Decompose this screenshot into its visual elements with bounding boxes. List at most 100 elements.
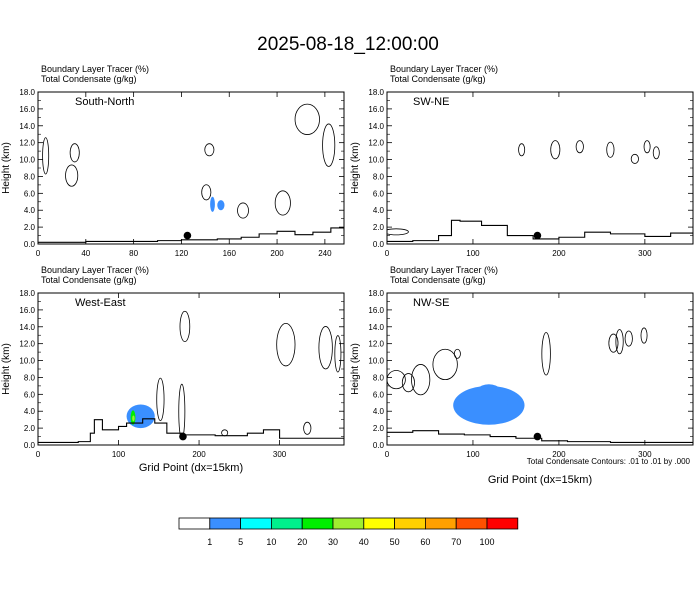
- y-tick-label: 8.0: [373, 373, 385, 382]
- condensate-contour: [606, 141, 615, 158]
- colorbar-swatch: [424, 517, 457, 530]
- x-tick-label: 120: [175, 249, 189, 258]
- y-tick-label: 12.0: [19, 139, 35, 148]
- condensate-contour: [334, 335, 342, 373]
- x-tick-label: 200: [552, 249, 566, 258]
- panel-header-line: Boundary Layer Tracer (%): [390, 265, 498, 275]
- colorbar-label: 70: [451, 537, 461, 547]
- panel-header-line: Boundary Layer Tracer (%): [390, 64, 498, 74]
- condensate-contour: [575, 140, 584, 154]
- tracer-fill: [217, 200, 225, 211]
- condensate-contour: [237, 202, 249, 219]
- x-tick-label: 100: [466, 249, 480, 258]
- condensate-contour: [615, 329, 624, 355]
- y-tick-label: 12.0: [368, 340, 384, 349]
- x-tick-label: 0: [36, 249, 41, 258]
- x-tick-label: 0: [36, 450, 41, 459]
- y-tick-label: 4.0: [24, 206, 36, 215]
- y-tick-label: 14.0: [368, 323, 384, 332]
- colorbar-label: 50: [390, 537, 400, 547]
- panel-header-line: Boundary Layer Tracer (%): [41, 265, 149, 275]
- y-tick-label: 14.0: [19, 122, 35, 131]
- condensate-contour: [640, 327, 648, 344]
- tracer-fill: [132, 415, 135, 422]
- colorbar-swatch: [270, 517, 303, 530]
- x-tick-label: 300: [638, 450, 652, 459]
- colorbar-label: 1: [207, 537, 212, 547]
- y-tick-label: 0.0: [373, 441, 385, 450]
- x-tick-label: 80: [129, 249, 138, 258]
- x-tick-label: 200: [270, 249, 284, 258]
- y-tick-label: 16.0: [368, 105, 384, 114]
- y-tick-label: 10.0: [19, 156, 35, 165]
- condensate-contour: [221, 429, 229, 437]
- colorbar-label: 60: [420, 537, 430, 547]
- plot-area: [38, 103, 344, 243]
- condensate-contour: [624, 330, 633, 347]
- panel-label: SW-NE: [413, 96, 449, 108]
- x-tick-label: 300: [638, 249, 652, 258]
- condensate-contour: [518, 143, 526, 157]
- condensate-contour: [387, 228, 409, 236]
- colorbar: 1 5 10 20 30 40 50 60 70 100: [178, 517, 519, 547]
- condensate-contour: [294, 103, 320, 135]
- y-tick-label: 10.0: [19, 357, 35, 366]
- condensate-contour: [541, 332, 551, 376]
- condensate-contour: [276, 322, 296, 367]
- y-tick-label: 8.0: [24, 373, 36, 382]
- colorbar-label: 10: [266, 537, 276, 547]
- condensate-contour: [411, 364, 431, 396]
- tracer-fill: [470, 384, 508, 424]
- condensate-contour: [318, 326, 333, 370]
- y-tick-label: 16.0: [19, 306, 35, 315]
- colorbar-label: 5: [238, 537, 243, 547]
- y-tick-label: 0.0: [373, 240, 385, 249]
- x-axis-label: Grid Point (dx=15km): [139, 462, 243, 474]
- plot-area: [387, 327, 693, 444]
- colorbar-label: 20: [297, 537, 307, 547]
- y-tick-label: 4.0: [24, 407, 36, 416]
- colorbar-label: 30: [328, 537, 338, 547]
- y-tick-label: 16.0: [19, 105, 35, 114]
- location-marker: [533, 432, 542, 441]
- panel-header-line: Boundary Layer Tracer (%): [41, 64, 149, 74]
- y-tick-label: 8.0: [24, 172, 36, 181]
- x-tick-label: 200: [552, 450, 566, 459]
- x-tick-label: 160: [223, 249, 237, 258]
- x-tick-label: 240: [318, 249, 332, 258]
- terrain-line: [387, 219, 693, 243]
- condensate-contour: [274, 190, 291, 216]
- y-tick-label: 0.0: [24, 240, 36, 249]
- condensate-contour: [387, 370, 406, 390]
- panel-header-line: Total Condensate (g/kg): [390, 275, 486, 285]
- colorbar-swatch: [455, 517, 488, 530]
- condensate-contour: [550, 140, 561, 160]
- x-tick-label: 40: [81, 249, 90, 258]
- panel-west-east: Boundary Layer Tracer (%)Total Condensat…: [1, 265, 345, 474]
- y-tick-label: 2.0: [373, 424, 385, 433]
- plot-frame: [37, 292, 345, 446]
- plot-area: [38, 310, 344, 444]
- y-tick-label: 14.0: [19, 323, 35, 332]
- panel-label: NW-SE: [413, 297, 449, 309]
- y-tick-label: 0.0: [24, 441, 36, 450]
- y-tick-label: 12.0: [368, 139, 384, 148]
- tracer-fill: [210, 196, 215, 212]
- y-axis-label: Height (km): [1, 343, 12, 395]
- figure-title: 2025-08-18_12:00:00: [257, 34, 439, 55]
- condensate-contour: [201, 184, 212, 201]
- panel-south-north: Boundary Layer Tracer (%)Total Condensat…: [1, 64, 345, 258]
- x-tick-label: 100: [466, 450, 480, 459]
- panel-label: West-East: [75, 297, 126, 309]
- colorbar-swatch: [363, 517, 395, 530]
- panel-sw-ne: Boundary Layer Tracer (%)Total Condensat…: [350, 64, 694, 258]
- colorbar-label: 100: [479, 537, 494, 547]
- colorbar-swatch: [332, 517, 365, 530]
- plot-frame: [386, 292, 694, 446]
- x-tick-label: 300: [273, 450, 287, 459]
- condensate-contour: [179, 310, 191, 343]
- colorbar-swatch: [301, 517, 334, 530]
- y-tick-label: 6.0: [24, 390, 36, 399]
- condensate-contour: [156, 377, 165, 422]
- colorbar-label: 40: [359, 537, 369, 547]
